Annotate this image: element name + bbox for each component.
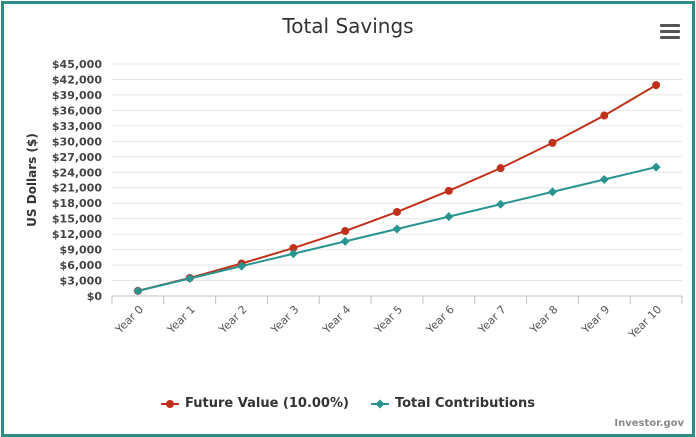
x-tick-label: Year 6	[423, 303, 457, 337]
x-tick-label: Year 9	[579, 303, 613, 337]
legend-diamond-icon	[370, 399, 389, 408]
x-tick-label: Year 8	[527, 303, 561, 337]
x-tick-label: Year 2	[216, 303, 250, 337]
data-point	[237, 261, 247, 271]
y-tick-label: $30,000	[52, 135, 102, 148]
x-tick-label: Year 1	[164, 303, 198, 337]
y-tick-label: $15,000	[52, 213, 102, 226]
data-point	[548, 138, 557, 147]
legend-label-total-contributions: Total Contributions	[394, 396, 535, 411]
data-point	[133, 286, 143, 296]
x-tick-label: Year 10	[625, 303, 664, 342]
x-tick-label: Year 3	[268, 303, 302, 337]
y-tick-label: $27,000	[52, 151, 102, 164]
data-point	[600, 111, 609, 120]
y-tick-label: $36,000	[52, 104, 102, 117]
legend-item-total-contributions[interactable]: Total Contributions	[370, 396, 535, 411]
data-point	[444, 212, 454, 222]
data-point	[652, 81, 661, 90]
y-tick-label: $12,000	[52, 228, 102, 241]
x-tick-label: Year 0	[112, 303, 146, 337]
x-tick-label: Year 4	[320, 303, 354, 337]
y-tick-label: $21,000	[52, 182, 102, 195]
legend-circle-icon	[161, 399, 180, 408]
y-tick-label: $6,000	[60, 259, 103, 272]
hamburger-menu-icon[interactable]	[660, 24, 680, 40]
y-tick-label: $18,000	[52, 197, 102, 210]
y-tick-label: $42,000	[52, 73, 102, 86]
data-point	[341, 227, 350, 236]
y-tick-label: $24,000	[52, 166, 102, 179]
data-point	[288, 249, 298, 259]
credit-link[interactable]: Investor.gov	[614, 418, 684, 429]
y-tick-label: $45,000	[52, 58, 102, 71]
x-tick-label: Year 7	[475, 303, 509, 337]
y-tick-label: $39,000	[52, 89, 102, 102]
data-point	[393, 207, 401, 216]
chart-title: Total Savings	[282, 14, 414, 38]
legend-label-future-value: Future Value (10.00%)	[185, 396, 349, 411]
y-tick-label: $0	[87, 290, 103, 303]
legend-item-future-value[interactable]: Future Value (10.00%)	[161, 396, 349, 411]
data-point	[547, 187, 557, 197]
data-point	[599, 174, 609, 184]
data-point	[392, 224, 402, 234]
data-point	[289, 244, 298, 253]
y-tick-label: $9,000	[60, 244, 103, 257]
data-point	[185, 273, 195, 283]
legend: Future Value (10.00%) Total Contribution…	[4, 396, 692, 411]
chart-plot: $0 $3,000 $6,000 $9,000 $12,000 $15,000 $18,00…	[25, 58, 683, 342]
data-point	[496, 199, 506, 209]
data-point	[496, 164, 505, 173]
y-tick-label: $3,000	[60, 275, 103, 288]
data-point	[651, 162, 661, 172]
data-point	[340, 236, 350, 246]
x-tick-label: Year 5	[371, 303, 405, 337]
y-axis-title: US Dollars ($)	[25, 133, 39, 227]
y-tick-label: $33,000	[52, 120, 102, 133]
data-point	[444, 186, 453, 195]
